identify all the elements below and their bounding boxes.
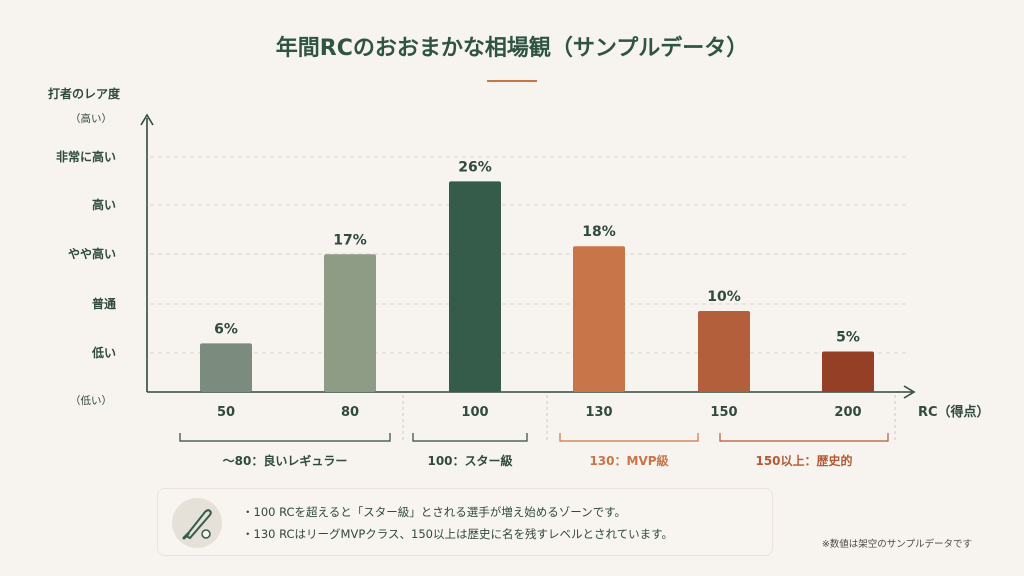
bar-100: [449, 181, 501, 392]
x-tick-label: 80: [341, 405, 359, 420]
note-box: ・100 RCを超えると「スター級」とされる選手が増え始めるゾーンです。 ・13…: [157, 488, 773, 556]
zone-bracket: [412, 433, 528, 442]
bar-200: [822, 351, 874, 392]
chart-title: 年間RCのおおまかな相場観（サンプルデータ）: [275, 36, 749, 61]
gridlines: [150, 156, 910, 354]
zone-label: 130：MVP級: [589, 453, 668, 468]
x-tick-label: 200: [834, 405, 861, 420]
footnote: ※数値は架空のサンプルデータです: [821, 539, 972, 550]
bars: 6% 17% 26% 18% 10% 5%: [200, 159, 874, 392]
title-underline: [487, 80, 537, 82]
y-level-label: 低い: [91, 345, 116, 360]
bar-150: [698, 311, 750, 392]
bar-130: [573, 246, 625, 392]
zone-separators: [402, 395, 896, 442]
zone-bracket: [559, 433, 699, 442]
y-level-label: 普通: [92, 296, 116, 311]
bar-value-label: 6%: [214, 321, 238, 337]
y-level-label: 非常に高い: [56, 149, 116, 164]
bar-50: [200, 343, 252, 392]
zone-label: 100：スター級: [427, 453, 512, 468]
baseball-bat-icon: [172, 498, 222, 548]
x-tick-label: 150: [710, 405, 737, 420]
x-tick-label: 50: [217, 405, 235, 420]
x-axis-arrow: [903, 385, 916, 399]
bar-80: [324, 254, 376, 392]
bar-value-label: 26%: [458, 159, 492, 175]
y-axis-title: 打者のレア度: [48, 86, 121, 101]
y-level-label: やや高い: [68, 246, 116, 261]
bar-value-label: 5%: [836, 330, 860, 346]
x-tick-label: 130: [585, 405, 612, 420]
bar-value-label: 18%: [582, 224, 616, 240]
y-axis-arrow: [140, 113, 154, 126]
x-tick-label: 100: [461, 405, 488, 420]
y-axis-bottom-hint: （低い）: [70, 394, 112, 407]
zone-label: ～80：良いレギュラー: [223, 453, 348, 468]
bar-value-label: 17%: [333, 232, 367, 248]
zone-label: 150以上：歴史的: [755, 453, 852, 468]
bar-value-label: 10%: [707, 289, 741, 305]
y-level-label: 高い: [92, 197, 116, 212]
note-line: ・100 RCを超えると「スター級」とされる選手が増え始めるゾーンです。: [242, 505, 626, 519]
zone-bracket: [719, 433, 889, 442]
note-line: ・130 RCはリーグMVPクラス、150以上は歴史に名を残すレベルとされていま…: [242, 527, 673, 541]
y-axis-top-hint: （高い）: [70, 112, 112, 125]
x-axis-title: RC（得点）: [918, 404, 990, 420]
zone-bracket: [179, 433, 391, 442]
